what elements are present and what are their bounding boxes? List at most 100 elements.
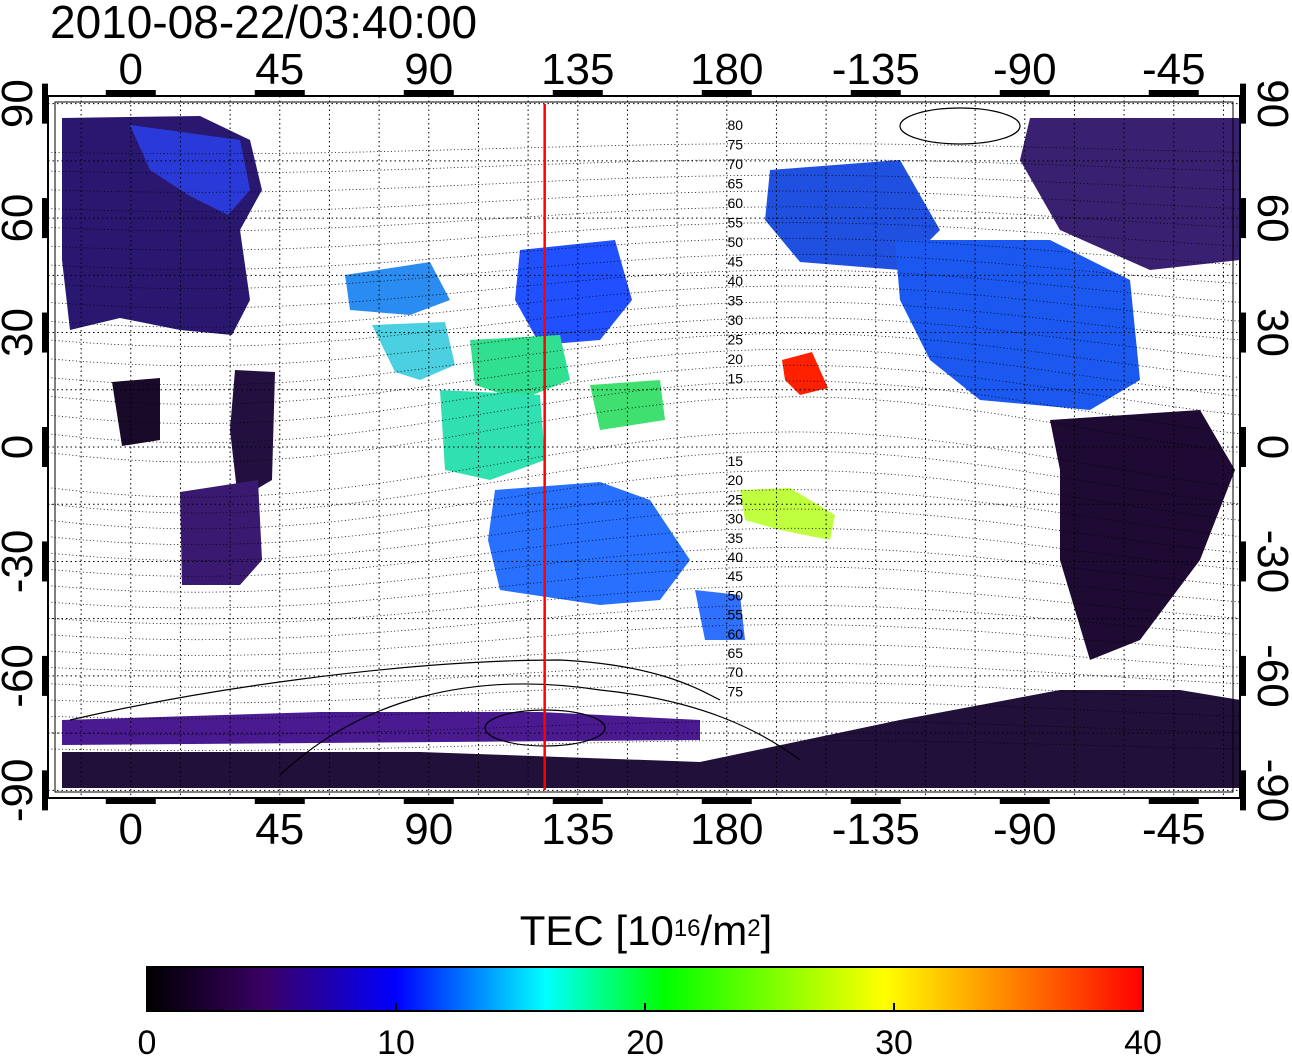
contour-label: 25: [727, 332, 743, 348]
contour-label: 70: [727, 156, 743, 172]
y-axis-left: 90 60 30 0 -30 -60 -90: [0, 79, 48, 822]
y-tick-label-left: 60: [0, 194, 42, 243]
y-tick-label-left: -60: [0, 644, 42, 708]
tec-region-se-asia: [440, 390, 545, 480]
y-tick-label-right: -30: [1248, 530, 1292, 594]
map-inner-frame: [54, 101, 1234, 793]
y-tick-mark: [1240, 198, 1246, 239]
contour-line: [48, 470, 1240, 530]
x-tick-mark: [403, 90, 454, 96]
y-tick-mark: [42, 770, 48, 811]
y-tick-mark: [42, 541, 48, 582]
x-tick-label-bottom: 0: [119, 805, 143, 854]
y-tick-mark: [1240, 770, 1246, 811]
x-tick-mark: [701, 798, 752, 804]
y-tick-mark: [42, 655, 48, 696]
colorbar-tick-label: 20: [626, 1024, 664, 1057]
tec-region-africa-south: [180, 480, 262, 585]
y-axis-right: 90 60 30 0 -30 -60 -90: [1240, 79, 1292, 822]
y-tick-mark: [42, 83, 48, 124]
tec-region-antarctic-edge: [62, 712, 700, 745]
contour-label: 35: [727, 530, 743, 546]
contour-line: [48, 348, 1240, 405]
contour-label: 60: [727, 626, 743, 642]
y-tick-mark: [42, 312, 48, 353]
x-tick-mark: [254, 90, 305, 96]
x-tick-mark: [1148, 798, 1199, 804]
tec-region-new-zealand: [695, 590, 745, 640]
y-tick-label-right: -90: [1248, 759, 1292, 823]
y-tick-label-right: 60: [1248, 194, 1292, 243]
contour-label: 75: [727, 137, 743, 153]
x-tick-label-top: 45: [255, 45, 304, 94]
x-tick-mark: [701, 90, 752, 96]
contour-label: 30: [727, 511, 743, 527]
contour-label: 45: [727, 568, 743, 584]
y-tick-label-right: 90: [1248, 79, 1292, 128]
tec-data-layer: [62, 116, 1240, 788]
tec-region-east-asia: [515, 240, 632, 345]
tec-region-africa-east: [230, 370, 275, 500]
colorbar-tick-label: 30: [875, 1024, 913, 1057]
x-axis-bottom: 0 45 90 135 180 -135 -90 -45: [105, 798, 1206, 854]
x-tick-label-top: -90: [993, 45, 1057, 94]
contour-labels: 80 75 70 65 60 55 50 45 40 35 30 25 20 15 15 20 25 30 35 40…: [727, 117, 743, 699]
contour-line: [48, 238, 1240, 270]
contour-line: [48, 489, 1240, 546]
contour-line: [48, 508, 1240, 561]
contour-line: [48, 206, 1240, 232]
tec-region-central-asia: [345, 262, 450, 315]
colorbar-tick-label: 10: [377, 1024, 415, 1057]
colorbar-title-exp1: 16: [673, 915, 701, 942]
y-tick-mark: [1240, 83, 1246, 124]
colorbar-tick-label: 0: [138, 1024, 157, 1057]
tec-region-africa-north: [112, 378, 160, 446]
graticule-grid: [48, 96, 1240, 798]
y-tick-mark: [42, 198, 48, 239]
contour-line: [48, 604, 1240, 641]
contour-label: 65: [727, 176, 743, 192]
contour-label: 40: [727, 273, 743, 289]
x-tick-label-bottom: -135: [832, 805, 920, 854]
contour-label: 45: [727, 254, 743, 270]
x-tick-label-top: 90: [404, 45, 453, 94]
y-tick-label-left: -90: [0, 759, 42, 823]
y-tick-label-left: 30: [0, 308, 42, 357]
x-axis-top: 0 45 90 135 180 -135 -90 -45: [105, 45, 1206, 96]
colorbar-title-mid: /m: [700, 907, 748, 954]
y-tick-label-left: -30: [0, 530, 42, 594]
timestamp-title: 2010-08-22/03:40:00: [50, 0, 478, 48]
contour-label: 50: [727, 234, 743, 250]
magnetic-latitude-contours: [48, 143, 1240, 751]
y-tick-label-left: 90: [0, 79, 42, 128]
y-tick-mark: [1240, 312, 1246, 353]
colorbar-title: TEC [1016/m2]: [0, 906, 1292, 956]
tec-region-south-america: [1050, 410, 1235, 660]
contour-label: 20: [727, 472, 743, 488]
y-tick-label-right: 0: [1248, 435, 1292, 459]
tec-region-pacific-green: [590, 380, 665, 430]
tec-region-hawaii-hotspot: [782, 352, 828, 395]
contour-label: 35: [727, 293, 743, 309]
tec-region-antarctic: [62, 690, 1240, 788]
colorbar-axis: 0 10 20 30 40: [138, 1003, 1162, 1057]
x-tick-label-top: 135: [541, 45, 614, 94]
x-tick-label-bottom: -45: [1142, 805, 1206, 854]
y-tick-mark: [1240, 655, 1246, 696]
colorbar-title-prefix: TEC [10: [519, 907, 674, 954]
x-tick-mark: [999, 90, 1050, 96]
x-tick-mark: [403, 798, 454, 804]
tec-region-south-pacific-hot: [740, 488, 835, 540]
contour-line: [48, 662, 1240, 688]
colorbar-title-suffix: ]: [760, 907, 773, 954]
contour-line: [48, 624, 1240, 656]
x-tick-mark: [105, 798, 156, 804]
contour-label: 80: [727, 117, 743, 133]
contour-label: 15: [727, 371, 743, 387]
tec-region-canada-arctic: [1020, 118, 1240, 270]
x-tick-mark: [105, 90, 156, 96]
y-tick-mark: [1240, 427, 1246, 467]
contour-label: 30: [727, 312, 743, 328]
contour-label: 40: [727, 549, 743, 565]
